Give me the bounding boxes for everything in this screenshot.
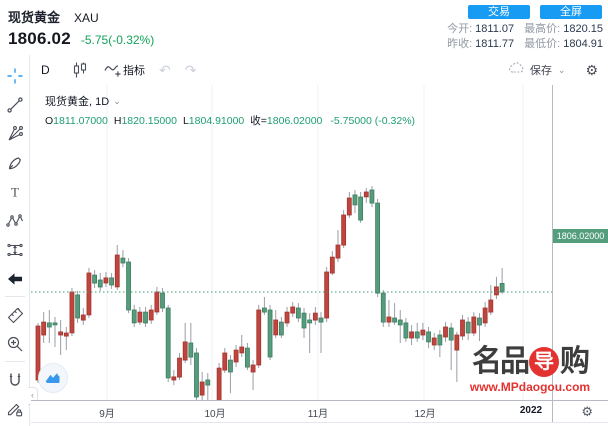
legend-symbol-text: 现货黄金, 1D xyxy=(45,96,110,108)
brush-tool-icon[interactable] xyxy=(2,148,28,177)
legend-ohlc: O1811.07000 H1820.15000 L1804.91000 收=1806.… xyxy=(45,113,415,128)
pattern-tool-icon[interactable] xyxy=(2,206,28,235)
chart-toolbar: D 指标 ↶ ↷ 保存 ⌄ ⚙ xyxy=(31,55,608,85)
price-axis[interactable]: 1806.02000 xyxy=(552,85,608,400)
toolbar-divider xyxy=(4,361,25,362)
ruler-tool-icon[interactable] xyxy=(2,300,28,329)
open-label: 今开: xyxy=(447,23,473,35)
price-change: -5.75(-0.32%) xyxy=(80,33,155,47)
stats-line-1: 今开: 1811.07 最高价: 1820.15 xyxy=(447,22,603,37)
undo-icon[interactable]: ↶ xyxy=(159,61,171,78)
ohlc-high-key: H xyxy=(113,115,122,127)
chart-panel: T ‹ D 指标 ↶ ↷ 保存 ⌄ ⚙ xyxy=(0,55,608,426)
interval-button[interactable]: D xyxy=(41,63,50,77)
ohlc-close-value: 1806.02000 xyxy=(266,115,323,127)
time-axis-label: 11月 xyxy=(307,409,329,420)
redo-icon[interactable]: ↷ xyxy=(184,61,197,78)
toolbar-right-group: 保存 ⌄ ⚙ xyxy=(508,59,598,82)
candlestick-icon xyxy=(71,61,89,79)
low-value: 1804.91 xyxy=(563,38,603,50)
forecast-tool-icon[interactable] xyxy=(2,235,28,264)
indicator-wave-icon xyxy=(103,61,121,79)
legend-symbol-interval[interactable]: 现货黄金, 1D ⌄ xyxy=(45,93,415,109)
ohlc-change: -5.75000 (-0.32%) xyxy=(330,115,416,127)
prev-close-value: 1811.77 xyxy=(475,38,515,50)
cloud-save-icon xyxy=(508,59,526,82)
area-chart-icon xyxy=(45,370,61,386)
header: 现货黄金 XAU 1806.02 -5.75(-0.32%) 交易 全屏 今开:… xyxy=(0,0,608,56)
instrument-title-row: 现货黄金 XAU xyxy=(8,7,99,26)
low-label: 最低价: xyxy=(524,38,561,50)
chart-type-quick-button[interactable] xyxy=(38,363,68,393)
high-value: 1820.15 xyxy=(563,23,603,35)
timezone-settings-gear-icon[interactable]: ⚙ xyxy=(581,404,593,419)
drawing-toolbar: T xyxy=(0,55,30,426)
price-row: 1806.02 -5.75(-0.32%) xyxy=(8,29,154,49)
prev-close-label: 昨收: xyxy=(447,38,473,50)
daily-stats: 今开: 1811.07 最高价: 1820.15 昨收: 1811.77 最低价: 18… xyxy=(447,22,603,52)
trade-button[interactable]: 交易 xyxy=(468,5,530,19)
high-label: 最高价: xyxy=(524,23,561,35)
fullscreen-button[interactable]: 全屏 xyxy=(540,5,602,19)
ohlc-open-key: O xyxy=(45,115,54,127)
ohlc-low-value: 1804.91000 xyxy=(188,115,245,127)
legend-chevron-icon: ⌄ xyxy=(113,95,121,106)
last-price: 1806.02 xyxy=(8,29,71,48)
crosshair-tool-icon[interactable] xyxy=(2,61,28,90)
chart-style-button[interactable] xyxy=(71,61,89,79)
candlestick-chart xyxy=(31,85,552,400)
magnet-tool-icon[interactable] xyxy=(2,365,28,394)
lock-drawings-tool-icon[interactable] xyxy=(2,394,28,423)
axis-separator xyxy=(552,401,553,422)
time-axis-label: 9月 xyxy=(99,409,115,420)
time-axis[interactable]: ⚙ 9月 10月 11月 12月 2022 xyxy=(31,400,608,423)
ohlc-close-key: 收= xyxy=(250,115,267,127)
save-chevron-icon[interactable]: ⌄ xyxy=(557,64,566,75)
indicators-button[interactable]: 指标 xyxy=(103,61,145,79)
instrument-name: 现货黄金 xyxy=(8,10,61,25)
save-button[interactable]: 保存 xyxy=(529,65,552,77)
gann-tool-icon[interactable] xyxy=(2,119,28,148)
toolbar-divider xyxy=(4,296,25,297)
ohlc-high-value: 1820.15000 xyxy=(121,115,177,127)
time-axis-label: 2022 xyxy=(519,405,543,416)
indicators-label: 指标 xyxy=(123,65,145,77)
trend-line-tool-icon[interactable] xyxy=(2,90,28,119)
current-price-label: 1806.02000 xyxy=(553,229,608,243)
instrument-symbol: XAU xyxy=(74,11,99,25)
text-tool-icon[interactable]: T xyxy=(2,177,28,206)
ohlc-open-value: 1811.07000 xyxy=(53,115,108,127)
chart-area[interactable]: 现货黄金, 1D ⌄ O1811.07000 H1820.15000 L1804.9… xyxy=(31,85,552,400)
ohlc-low-key: L xyxy=(182,115,189,127)
time-axis-label: 10月 xyxy=(204,409,226,420)
stats-line-2: 昨收: 1811.77 最低价: 1804.91 xyxy=(447,37,603,52)
chart-legend: 现货黄金, 1D ⌄ O1811.07000 H1820.15000 L1804.9… xyxy=(45,93,415,128)
svg-text:T: T xyxy=(11,184,19,199)
time-axis-label: 12月 xyxy=(414,409,436,420)
open-value: 1811.07 xyxy=(475,23,515,35)
chart-settings-gear-icon[interactable]: ⚙ xyxy=(585,61,598,78)
zoom-in-tool-icon[interactable] xyxy=(2,329,28,358)
arrow-left-tool-icon[interactable] xyxy=(2,264,28,293)
